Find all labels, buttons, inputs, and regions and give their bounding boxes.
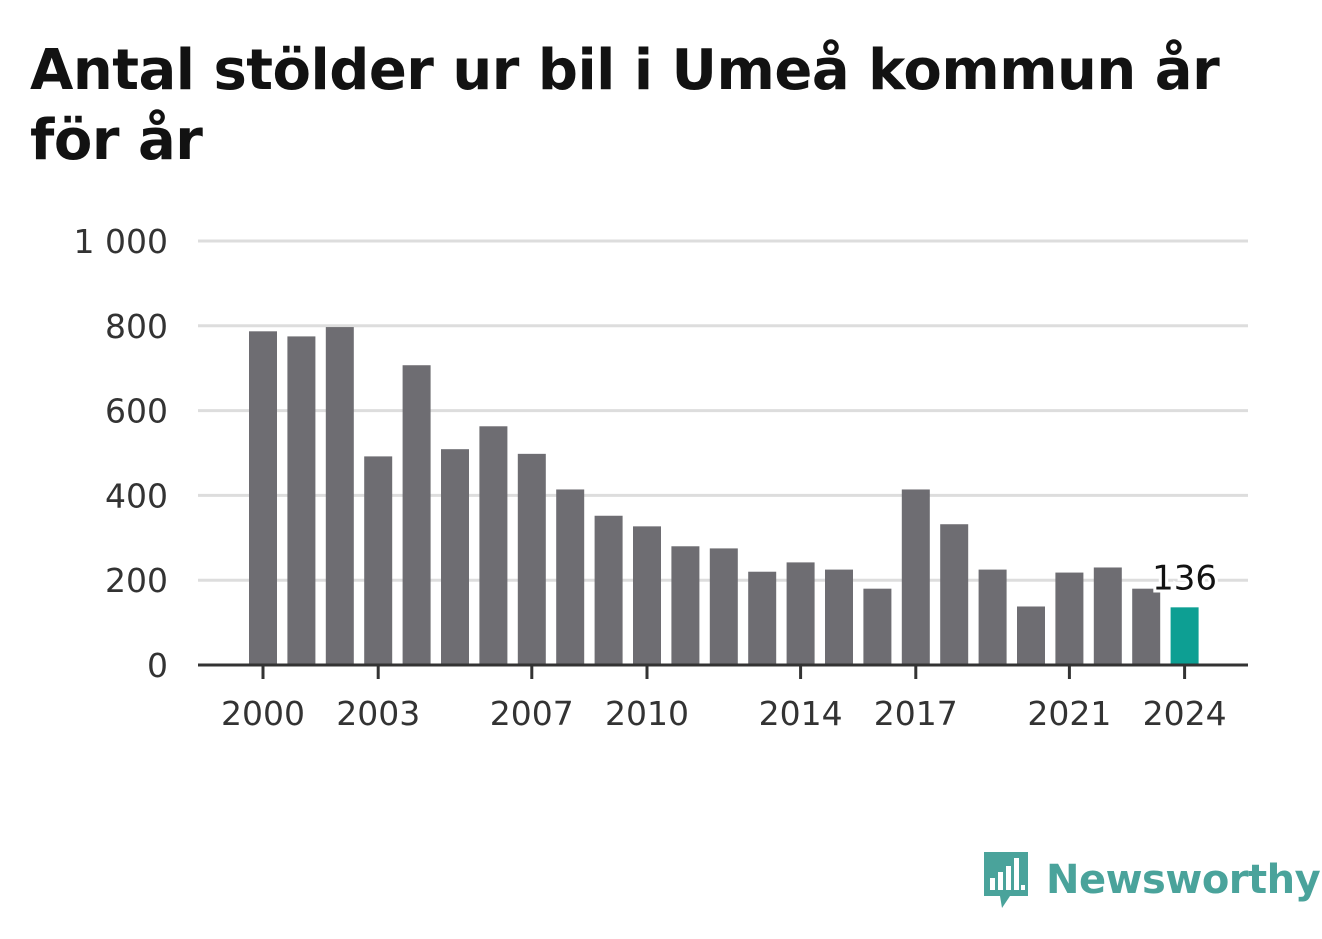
y-tick-label: 400: [105, 476, 168, 515]
bar-2001: [287, 336, 316, 665]
y-tick-label: 0: [147, 646, 168, 685]
x-tick-label: 2003: [336, 694, 420, 733]
bar-2002: [325, 327, 354, 665]
grid-lines: [198, 239, 1248, 582]
bar-2019: [978, 569, 1007, 665]
bars: [249, 327, 1199, 665]
bar-2011: [671, 546, 700, 665]
bar-2009: [594, 515, 623, 665]
bar-chart-speech-icon: [984, 852, 1028, 908]
x-tick-label: 2010: [605, 694, 689, 733]
bar-2007: [517, 453, 546, 665]
bar-2005: [441, 449, 469, 665]
x-tick-label: 2014: [759, 694, 843, 733]
chart-title: Antal stölder ur bil i Umeå kommun år fö…: [30, 38, 1220, 173]
bar-2015: [825, 569, 853, 665]
x-tick-label: 2017: [874, 694, 958, 733]
bar-2000: [249, 331, 277, 665]
bar-2020: [1017, 606, 1045, 665]
x-axis-ticks: 2000 2003 2007 2010 2014 2017 2021 2024: [221, 665, 1227, 733]
bar-2024: [1170, 607, 1199, 665]
bar-2022: [1093, 567, 1122, 665]
x-tick-label: 2021: [1027, 694, 1111, 733]
bar-2006: [479, 426, 508, 665]
brand-name: Newsworthy: [1046, 857, 1321, 903]
x-tick-label: 2000: [221, 694, 305, 733]
bar-2008: [556, 489, 585, 665]
newsworthy-logo: Newsworthy: [980, 848, 1321, 912]
y-tick-label: 200: [105, 561, 168, 600]
y-tick-label: 600: [105, 392, 168, 431]
bar-2023: [1132, 588, 1161, 665]
y-tick-label: 800: [105, 307, 168, 346]
data-labels: 136: [1149, 555, 1220, 601]
bar-2010: [633, 526, 661, 665]
y-tick-label: 1 000: [74, 222, 168, 261]
bar-2004: [402, 365, 431, 665]
x-tick-label: 2007: [490, 694, 574, 733]
y-axis-labels: 0 200 400 600 800 1 000: [74, 222, 168, 685]
bar-2014: [786, 562, 815, 665]
bar-2016: [863, 588, 892, 665]
bar-2013: [748, 571, 777, 665]
bar-2012: [709, 548, 738, 665]
x-tick-label: 2024: [1143, 694, 1227, 733]
data-label: 136: [1152, 558, 1217, 598]
bar-2018: [940, 524, 969, 665]
bar-2017: [901, 489, 930, 665]
bar-2003: [364, 456, 393, 665]
bar-2021: [1055, 572, 1084, 665]
